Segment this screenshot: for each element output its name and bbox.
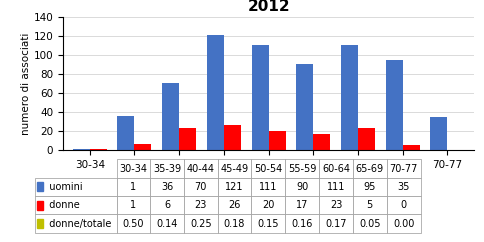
Title: Distribuzione per fasce d'età del personale
con incarico di ricerca scientifica
: Distribuzione per fasce d'età del person… [84,0,453,14]
Bar [224,125,241,150]
Y-axis label: numero di associati: numero di associati [21,32,30,135]
Bar [313,134,330,150]
Bar [73,149,90,150]
Bar [386,60,403,150]
Bar [179,128,196,150]
Bar [135,144,151,150]
Bar [403,145,420,150]
Bar [296,64,313,150]
Bar [269,131,286,150]
Bar [90,149,107,150]
Bar [207,35,224,150]
Bar [252,45,269,150]
Bar [341,45,358,150]
Bar [118,116,135,150]
Bar [358,128,375,150]
Bar [162,83,179,150]
Bar [430,117,448,150]
